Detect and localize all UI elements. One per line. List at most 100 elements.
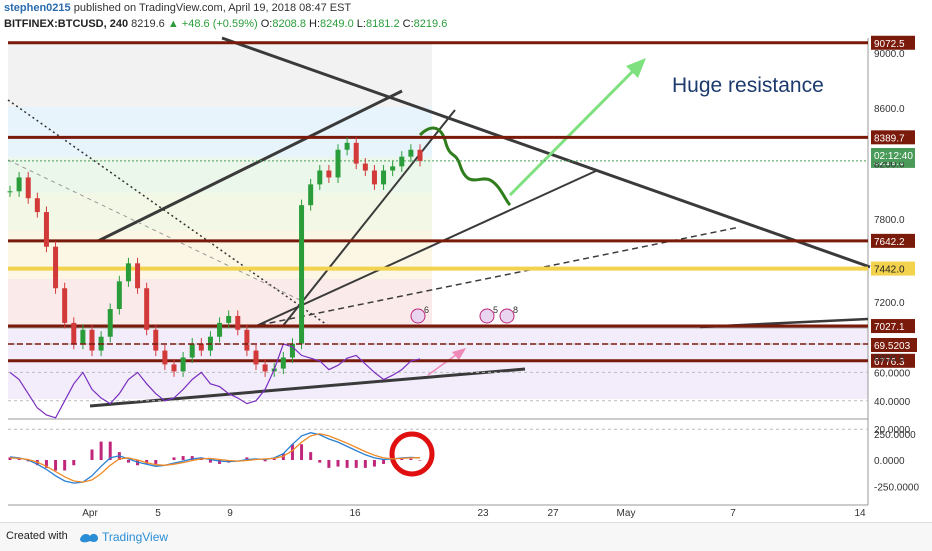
candle-body <box>417 149 423 161</box>
candle-body <box>71 322 77 344</box>
footer-created-label: Created with <box>6 530 68 542</box>
candle-body <box>107 309 113 337</box>
candle-body <box>125 263 131 282</box>
rsi-tick-label: 60.0000 <box>874 368 911 379</box>
candle-body <box>62 288 68 323</box>
low-value: 8181.2 <box>365 18 400 30</box>
rsi-tick-label: 40.0000 <box>874 397 911 408</box>
candle-body <box>299 205 305 344</box>
price-tick-label: 9000.0 <box>874 49 905 60</box>
price-level-label: 8219.6 <box>874 157 905 168</box>
candle-body <box>381 170 387 185</box>
candle-body <box>135 263 141 289</box>
countdown-label: 02:12:40 <box>871 148 915 162</box>
macd-tick-label: 250.0000 <box>874 430 916 441</box>
candle-body <box>317 170 323 185</box>
candle-body <box>289 343 295 358</box>
candle-body <box>180 357 186 372</box>
candle-body <box>7 191 13 193</box>
price-level-label: 7027.1 <box>874 322 905 333</box>
macd-line <box>9 432 421 484</box>
author-name[interactable]: stephen0215 <box>4 2 71 14</box>
macd-highlight-circle[interactable] <box>389 431 435 477</box>
price-level-tag <box>871 130 915 145</box>
candle-body <box>399 156 405 167</box>
close-label: C: <box>402 18 414 30</box>
candle-body <box>353 142 359 164</box>
publish-info: stephen0215 published on TradingView.com… <box>4 2 351 14</box>
high-value: 8249.0 <box>320 18 354 30</box>
candle-body <box>235 315 241 330</box>
open-value: 8208.8 <box>272 18 306 30</box>
candle-body <box>217 322 223 337</box>
candle-body <box>280 357 286 369</box>
candle-body <box>162 350 168 365</box>
candle-body <box>153 329 159 351</box>
event-badge[interactable] <box>479 308 495 324</box>
last-price: 8219.6 <box>131 18 165 30</box>
symbol-label: BITFINEX:BTCUSD, 240 <box>4 18 129 30</box>
candle-body <box>244 329 250 351</box>
chart-canvas[interactable]: 9072.5 8389.7 7642.2 7442.0 7027.1 6776.3 8219… <box>0 0 932 522</box>
rsi-line <box>9 343 421 419</box>
price-level-label: 7442.0 <box>874 265 905 276</box>
candle-body <box>16 177 22 192</box>
time-tick-label: May <box>617 508 636 519</box>
candle-body <box>390 166 396 171</box>
price-tick-label: 7200.0 <box>874 298 905 309</box>
zone-shading <box>8 42 868 399</box>
price-tick-label: 8600.0 <box>874 104 905 115</box>
high-label: H: <box>309 18 321 30</box>
candle-body <box>262 364 268 372</box>
rsi-tick-label: 20.0000 <box>874 425 911 436</box>
time-tick-label: Apr <box>82 508 98 519</box>
time-tick-label: 14 <box>854 508 866 519</box>
close-value: 8219.6 <box>413 18 448 30</box>
event-badge-count: 8 <box>513 305 518 315</box>
candle-body <box>80 329 86 344</box>
event-badge-count: 5 <box>493 305 498 315</box>
event-badge[interactable] <box>499 308 515 324</box>
candle-body <box>34 198 40 213</box>
candle-body <box>89 329 95 351</box>
candle-body <box>408 149 414 157</box>
publish-text: published on TradingView.com, April 19, … <box>70 2 352 14</box>
annotation-text[interactable]: Huge resistance <box>672 74 824 97</box>
candle-body <box>171 364 177 372</box>
open-label: O: <box>260 18 273 30</box>
candle-body <box>362 163 368 171</box>
candle-body <box>308 184 314 206</box>
price-level-tag <box>871 233 915 248</box>
time-tick-label: 27 <box>547 508 559 519</box>
price-level-tag <box>871 35 915 50</box>
rsi-last-label: 69.5203 <box>874 341 911 352</box>
footer-brand-link[interactable]: TradingView <box>102 530 169 544</box>
footer-bar: Created with TradingView <box>0 522 932 551</box>
ohlc-bar: BITFINEX:BTCUSD, 240 8219.6 ▲ +48.6 (+0.… <box>4 18 447 30</box>
candle-body <box>43 212 49 247</box>
price-level-tag <box>871 353 915 368</box>
candle-body <box>371 170 377 185</box>
time-tick-label: 16 <box>349 508 361 519</box>
candle-body <box>25 177 31 199</box>
projection-drawings[interactable] <box>418 58 646 376</box>
price-level-tag <box>871 319 915 334</box>
price-tick-label: 8200.0 <box>874 160 905 171</box>
macd-signal-line <box>9 433 421 483</box>
candle-body <box>189 343 195 358</box>
event-badge-count: 6 <box>424 305 429 315</box>
trendlines[interactable] <box>7 36 871 408</box>
time-tick-label: 9 <box>227 508 233 519</box>
low-label: L: <box>356 18 366 30</box>
macd-tick-label: 0.0000 <box>874 456 905 467</box>
candle-body <box>226 315 232 323</box>
candle-body <box>326 170 332 178</box>
price-change: ▲ +48.6 (+0.59%) <box>167 18 258 30</box>
tradingview-logo-icon <box>80 533 98 543</box>
rsi-last-tag <box>871 338 917 352</box>
candle-body <box>116 281 122 310</box>
event-badges[interactable]: 6 5 8 <box>410 305 518 324</box>
candle-body <box>53 246 59 289</box>
countdown-text: 02:12:40 <box>874 151 913 162</box>
event-badge[interactable] <box>410 308 426 324</box>
